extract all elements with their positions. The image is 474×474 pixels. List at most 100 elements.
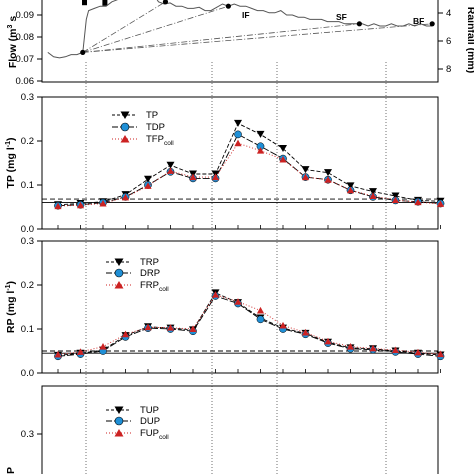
drp-legend-label: DRP — [140, 268, 160, 279]
flow-tick: 0.07 — [16, 54, 35, 65]
tfpcoll-point — [324, 176, 332, 183]
sample-point — [80, 49, 86, 56]
sample-point — [225, 3, 231, 9]
tp-legend-marker — [120, 111, 130, 119]
tp-point — [369, 188, 377, 196]
frpcoll-point — [234, 298, 242, 305]
frpcoll-line — [57, 294, 441, 355]
rp-tick: 0.0 — [21, 368, 34, 379]
dup-legend-label: DUP — [140, 416, 160, 427]
tp-panel: 0.0 0.1 0.2 0.3 TP (mg l-1) TP TDP TFPco… — [5, 92, 445, 235]
frpcoll-point — [166, 324, 175, 331]
frpcoll-legend-marker — [114, 281, 124, 289]
tp-series — [42, 119, 445, 210]
flow-axis-label: Flow (m3 s — [7, 16, 19, 68]
frpcoll-point — [346, 343, 355, 350]
sampling-ray — [82, 23, 360, 53]
tdp-legend-label: TDP — [146, 122, 165, 133]
tp-legend-label: TP — [146, 110, 158, 121]
event-guide-lines — [85, 62, 387, 474]
annotation-if: IF — [242, 10, 250, 20]
tfpcoll-point — [301, 173, 310, 181]
drp-legend-marker — [114, 268, 124, 278]
fupcoll-legend-label: FUPcoll — [140, 428, 169, 441]
tfpcoll-point — [189, 173, 197, 181]
tfpcoll-point — [54, 202, 62, 210]
tdp-line — [57, 133, 441, 207]
rain-tick: 4 — [446, 8, 451, 19]
rp-tick: 0.2 — [21, 280, 34, 291]
rp-x-ticks — [57, 369, 441, 373]
sampling-ray — [82, 5, 229, 53]
up-axis: 0.3 — [21, 429, 42, 440]
tp-point — [346, 182, 355, 190]
tp-axis: 0.0 0.1 0.2 0.3 — [21, 92, 42, 235]
trp-line — [57, 292, 441, 356]
rain-tick: 6 — [446, 36, 451, 47]
rain-bar — [82, 0, 88, 6]
tp-x-ticks — [57, 225, 441, 229]
trp-legend-label: TRP — [140, 257, 159, 268]
up-axis-label: P — [5, 467, 17, 474]
trp-legend-marker — [114, 258, 124, 266]
up-legend: TUP DUP FUPcoll — [106, 405, 169, 441]
up-frame — [41, 385, 439, 474]
tp-point — [234, 119, 242, 127]
rp-axis-label: RP (mg l-1) — [5, 281, 17, 333]
sample-point — [162, 0, 169, 5]
tfpcoll-point — [76, 201, 85, 209]
sample-point — [356, 21, 362, 27]
rainfall-axis: 4 6 8 — [438, 8, 451, 75]
up-panel: 0.3 P TUP DUP FUPcoll — [5, 385, 439, 474]
sampling-ray — [82, 1, 166, 53]
tup-legend-marker — [114, 406, 124, 414]
frpcoll-point — [436, 350, 445, 358]
rainfall-axis-label: Rainfall (mm) — [465, 7, 474, 74]
tfpcoll-point — [369, 192, 377, 199]
tdp-point — [234, 130, 242, 139]
frpcoll-point — [144, 323, 152, 331]
fupcoll-legend-marker — [114, 429, 124, 437]
tp-legend: TP TDP TFPcoll — [112, 110, 174, 147]
tp-line — [57, 122, 441, 206]
frpcoll-point — [211, 291, 220, 298]
annotation-bf: BF — [413, 16, 424, 26]
tp-tick: 0.2 — [21, 136, 34, 147]
rp-panel: 0.0 0.1 0.2 0.3 RP (mg l-1) TRP DRP FRPc… — [5, 236, 445, 379]
tfpcoll-point — [346, 186, 355, 194]
frpcoll-point — [369, 344, 377, 352]
annotation-sf: SF — [336, 12, 347, 22]
tp-tick: 0.3 — [21, 92, 34, 103]
tfpcoll-point — [436, 200, 445, 207]
tp-point — [256, 130, 265, 138]
frpcoll-point — [414, 348, 422, 356]
tfpcoll-legend-marker — [120, 135, 130, 143]
flow-tick: 0.06 — [16, 76, 35, 87]
tfpcoll-point — [279, 155, 287, 163]
tp-axis-label: TP (mg l-1) — [5, 138, 17, 189]
frpcoll-point — [256, 306, 265, 314]
tp-point — [144, 175, 152, 183]
frpcoll-point — [279, 321, 287, 329]
tfpcoll-legend-label: TFPcoll — [146, 134, 174, 147]
tfpcoll-point — [256, 147, 265, 154]
flow-axis: 0.09 0.08 0.07 0.06 — [16, 10, 42, 87]
tup-legend-label: TUP — [140, 405, 159, 416]
tfpcoll-point — [144, 182, 152, 189]
flow-line — [47, 0, 433, 59]
tp-point — [301, 166, 310, 174]
rp-series — [42, 289, 445, 361]
tp-point — [166, 161, 175, 169]
drp-line — [57, 295, 441, 357]
rp-legend: TRP DRP FRPcoll — [106, 257, 169, 293]
frpcoll-point — [121, 330, 130, 338]
frpcoll-point — [54, 350, 62, 358]
tp-point — [279, 144, 287, 152]
hydrograph-lines — [47, 0, 435, 59]
frpcoll-point — [189, 325, 197, 332]
tp-point — [324, 169, 332, 177]
tfpcoll-point — [414, 198, 422, 206]
rp-tick: 0.1 — [21, 324, 34, 335]
frpcoll-legend-label: FRPcoll — [140, 280, 169, 293]
tfpcoll-point — [121, 193, 130, 201]
